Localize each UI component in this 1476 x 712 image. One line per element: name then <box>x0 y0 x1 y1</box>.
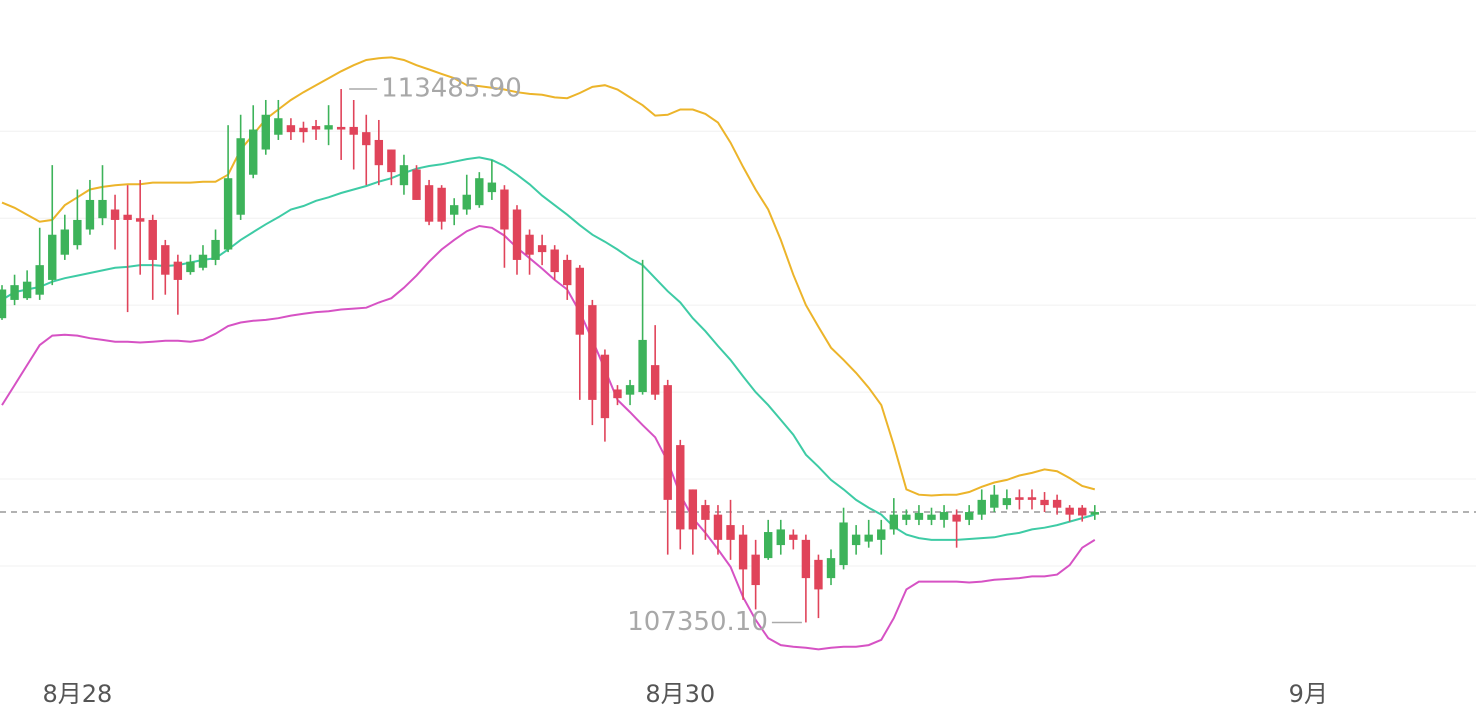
candle-body <box>676 445 685 530</box>
candle-body <box>1015 497 1024 500</box>
candle-body <box>274 118 283 135</box>
candle-body <box>902 514 911 520</box>
candle-body <box>198 254 208 268</box>
candle-body <box>789 534 798 540</box>
candle-body <box>701 505 710 520</box>
candle-body <box>801 539 811 579</box>
candle-body <box>1090 512 1099 515</box>
candle-body <box>1027 497 1037 500</box>
candle-body <box>839 522 848 566</box>
candle-body <box>1052 499 1062 508</box>
candle-body <box>336 126 346 130</box>
candle-body <box>123 214 132 220</box>
band-line <box>1 56 1096 497</box>
candle-body <box>437 187 446 222</box>
candle-body <box>751 554 760 586</box>
candle-body <box>814 559 823 590</box>
band-line <box>1 224 1096 651</box>
candle-body <box>211 239 220 260</box>
candle-body <box>939 512 949 520</box>
candle-body <box>990 494 999 508</box>
candle-body <box>1002 498 1012 506</box>
candle-body <box>475 178 484 206</box>
candle-body <box>449 205 459 215</box>
candle-body <box>60 229 70 255</box>
candle-body <box>349 126 358 135</box>
candle-body <box>500 189 509 230</box>
annotation-label: 113485.90 <box>381 74 522 104</box>
candle-body <box>223 178 233 250</box>
candle-body <box>826 558 836 579</box>
candle-body <box>927 514 936 520</box>
candle-body <box>650 365 660 395</box>
candle-body <box>399 165 409 186</box>
candle-body <box>374 139 384 166</box>
candle-body <box>324 125 333 130</box>
candle-body <box>286 125 296 133</box>
candle-body <box>387 149 396 173</box>
candle-body <box>362 132 371 146</box>
candle-body <box>311 126 321 130</box>
candle-body <box>877 529 886 540</box>
candle-body <box>0 289 7 319</box>
x-tick-label: 8月28 <box>42 680 112 708</box>
candle-body <box>261 114 270 150</box>
candle-body <box>914 512 924 520</box>
candle-body <box>537 245 547 253</box>
candle-body <box>412 169 421 200</box>
candle-body <box>48 234 57 280</box>
candle-body <box>550 249 559 273</box>
candle-body <box>249 129 258 175</box>
band-line <box>1 156 1096 541</box>
candle-body <box>738 534 748 570</box>
candle-body <box>1065 507 1074 515</box>
candle-body <box>688 489 698 530</box>
candle-body <box>22 281 32 299</box>
candle-body <box>148 219 157 260</box>
candle-body <box>10 285 19 300</box>
candle-body <box>864 534 873 542</box>
candle-body <box>952 514 961 522</box>
candle-body <box>713 514 723 540</box>
candle-body <box>977 499 986 515</box>
candle-body <box>625 385 635 395</box>
candle-body <box>563 259 572 286</box>
candle-body <box>173 261 183 280</box>
candle-body <box>1040 499 1049 506</box>
x-tick-label: 9月 <box>1289 680 1328 708</box>
candle-body <box>236 138 245 215</box>
candle-body <box>35 265 44 295</box>
candle-body <box>726 525 735 540</box>
candle-body <box>73 219 82 246</box>
candle-body <box>512 209 522 260</box>
candle-body <box>299 127 308 133</box>
candle-body <box>776 529 785 546</box>
candle-body <box>424 185 434 222</box>
candle-body <box>525 234 534 255</box>
candle-body <box>964 512 974 520</box>
candle-body <box>110 209 120 220</box>
candle-body <box>764 532 773 559</box>
candle-body <box>85 199 95 230</box>
candle-body <box>161 245 170 275</box>
candle-body <box>462 194 471 210</box>
candle-body <box>638 339 647 393</box>
candle-body <box>135 218 145 222</box>
candle-body <box>98 199 107 219</box>
candle-body <box>1078 507 1087 516</box>
candle-body <box>487 182 497 193</box>
annotation-label: 107350.10 <box>627 607 768 637</box>
x-tick-label: 8月30 <box>645 680 715 708</box>
candle-body <box>588 305 597 400</box>
candle-body <box>889 514 899 530</box>
candle-body <box>600 354 610 419</box>
candle-body <box>663 385 672 500</box>
candle-body <box>613 389 622 399</box>
candle-body <box>186 261 195 273</box>
candle-body <box>851 534 861 546</box>
candle-body <box>575 267 584 335</box>
